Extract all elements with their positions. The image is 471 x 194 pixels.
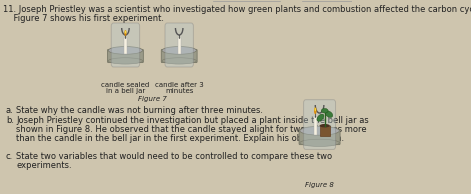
Text: State two variables that would need to be controlled to compare these two: State two variables that would need to b… [16,152,333,161]
Text: c.: c. [6,152,13,161]
Text: candle after 3: candle after 3 [155,82,203,88]
FancyBboxPatch shape [314,117,317,135]
Text: Figure 7: Figure 7 [138,96,167,102]
FancyBboxPatch shape [319,126,330,136]
Ellipse shape [162,47,196,54]
Ellipse shape [315,108,316,111]
Ellipse shape [314,107,317,114]
Ellipse shape [300,139,339,146]
Text: Figure 7 shows his first experiment.: Figure 7 shows his first experiment. [3,14,164,23]
Ellipse shape [108,58,143,64]
Text: Figure 8: Figure 8 [305,182,334,188]
FancyBboxPatch shape [107,49,143,63]
FancyBboxPatch shape [299,130,340,145]
FancyBboxPatch shape [178,38,181,54]
Text: candle sealed: candle sealed [101,82,150,88]
Text: b.: b. [6,116,14,125]
FancyBboxPatch shape [124,38,127,54]
Text: shown in Figure 8. He observed that the candle stayed alight for two minutes mor: shown in Figure 8. He observed that the … [16,125,367,134]
FancyBboxPatch shape [165,23,194,67]
Text: Joseph Priestley continued the investigation but placed a plant inside the bell : Joseph Priestley continued the investiga… [16,116,369,125]
FancyBboxPatch shape [161,49,197,63]
FancyBboxPatch shape [304,100,335,149]
Ellipse shape [319,124,330,127]
Ellipse shape [325,111,333,117]
Ellipse shape [124,30,127,36]
Text: 11. Joseph Priestley was a scientist who investigated how green plants and combu: 11. Joseph Priestley was a scientist who… [3,5,471,14]
FancyBboxPatch shape [111,23,139,67]
Ellipse shape [125,30,126,34]
Text: minutes: minutes [165,88,194,94]
Text: in a bell jar: in a bell jar [106,88,145,94]
Ellipse shape [321,108,328,113]
Ellipse shape [108,47,143,54]
Ellipse shape [300,126,339,135]
Text: State why the candle was not burning after three minutes.: State why the candle was not burning aft… [16,106,263,115]
Text: a.: a. [6,106,14,115]
Ellipse shape [162,58,196,64]
Ellipse shape [317,114,324,121]
Text: than the candle in the bell jar in the first experiment. Explain his observation: than the candle in the bell jar in the f… [16,134,345,143]
Text: experiments.: experiments. [16,161,72,170]
